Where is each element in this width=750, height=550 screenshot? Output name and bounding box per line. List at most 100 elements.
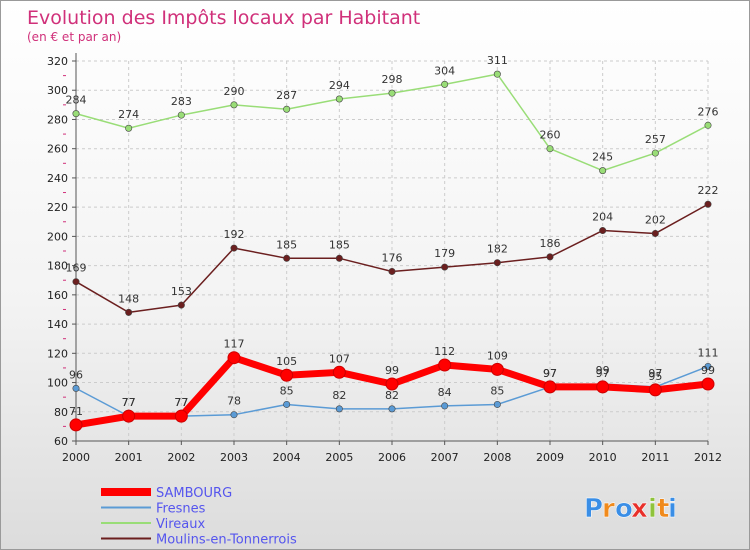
data-point-vireaux [493,70,501,78]
data-label-vireaux: 274 [118,108,139,121]
data-label-moulins-en-tonnerrois: 202 [645,213,666,226]
data-label-fresnes: 82 [385,389,399,402]
data-point-vireaux [599,167,607,175]
data-point-fresnes [493,400,501,408]
data-label-fresnes: 78 [227,395,241,408]
data-point-moulins-en-tonnerrois [388,267,396,275]
y-tick-label: 220 [47,201,68,214]
data-label-sambourg: 71 [69,405,83,418]
y-tick-label: 200 [47,230,68,243]
data-point-fresnes [230,411,238,419]
data-point-sambourg [122,409,136,423]
y-tick-label: 300 [47,84,68,97]
data-label-fresnes: 97 [543,367,557,380]
data-point-vireaux [125,124,133,132]
data-point-sambourg [227,351,241,365]
data-label-sambourg: 77 [174,396,188,409]
data-label-moulins-en-tonnerrois: 192 [224,228,245,241]
data-label-moulins-en-tonnerrois: 169 [66,262,87,275]
legend-label-sambourg: SAMBOURG [156,486,232,501]
y-tick-label: 100 [47,377,68,390]
logo-letter: i [668,494,677,524]
y-tick-label: 80 [54,406,68,419]
logo-letter: o [615,494,633,524]
data-label-fresnes: 82 [332,389,346,402]
x-tick-label: 2010 [589,451,617,464]
data-label-sambourg: 117 [224,338,245,351]
data-point-moulins-en-tonnerrois [335,254,343,262]
y-tick-label: 120 [47,347,68,360]
x-tick-label: 2008 [483,451,511,464]
data-label-moulins-en-tonnerrois: 185 [276,238,297,251]
y-tick-label: 260 [47,143,68,156]
data-point-vireaux [177,111,185,119]
data-label-fresnes: 84 [438,386,452,399]
data-label-vireaux: 290 [224,85,245,98]
data-point-sambourg [490,362,504,376]
logo-letter: i [648,494,657,524]
y-tick-label: 280 [47,113,68,126]
data-label-sambourg: 109 [487,349,508,362]
data-label-moulins-en-tonnerrois: 204 [592,211,613,224]
data-label-moulins-en-tonnerrois: 222 [698,184,719,197]
data-label-fresnes: 99 [596,364,610,377]
data-label-sambourg: 97 [543,367,557,380]
data-point-fresnes [335,405,343,413]
data-point-fresnes [388,405,396,413]
data-point-sambourg [174,409,188,423]
data-label-moulins-en-tonnerrois: 153 [171,285,192,298]
data-label-fresnes: 111 [698,346,719,359]
data-point-vireaux [388,89,396,97]
legend-label-moulins-en-tonnerrois: Moulins-en-Tonnerrois [156,533,297,548]
data-point-moulins-en-tonnerrois [177,301,185,309]
logo-letter: x [631,494,648,524]
x-tick-label: 2009 [536,451,564,464]
data-point-vireaux [72,110,80,118]
logo-letter: P [584,494,603,524]
data-point-sambourg [280,368,294,382]
data-label-vireaux: 283 [171,95,192,108]
data-point-vireaux [651,149,659,157]
data-label-vireaux: 284 [66,94,87,107]
data-label-moulins-en-tonnerrois: 182 [487,243,508,256]
data-label-sambourg: 77 [122,396,136,409]
x-tick-label: 2007 [431,451,459,464]
data-point-moulins-en-tonnerrois [72,278,80,286]
data-label-sambourg: 99 [701,364,715,377]
data-point-sambourg [648,383,662,397]
chart-title: Evolution des Impôts locaux par Habitant [27,7,420,29]
data-label-vireaux: 287 [276,89,297,102]
legend: SAMBOURGFresnesVireauxMoulins-en-Tonnerr… [101,486,297,548]
data-point-vireaux [335,95,343,103]
data-label-sambourg: 107 [329,352,350,365]
axes: 60 80 100 120 140 160 180 200 220 240 260 280 300 320… [47,53,722,464]
data-label-vireaux: 304 [434,64,455,77]
data-point-sambourg [332,365,346,379]
x-tick-label: 2006 [378,451,406,464]
data-label-vireaux: 245 [592,151,613,164]
data-point-sambourg [543,380,557,394]
data-label-fresnes: 96 [69,368,83,381]
data-label-fresnes: 85 [280,384,294,397]
data-label-sambourg: 112 [434,345,455,358]
data-point-moulins-en-tonnerrois [546,253,554,261]
data-point-vireaux [441,80,449,88]
y-tick-label: 60 [54,435,68,448]
data-point-vireaux [230,101,238,109]
chart-subtitle: (en € et par an) [27,30,121,44]
x-tick-label: 2005 [325,451,353,464]
data-label-moulins-en-tonnerrois: 179 [434,247,455,260]
data-label-vireaux: 276 [698,105,719,118]
data-point-moulins-en-tonnerrois [599,227,607,235]
data-point-sambourg [701,377,715,391]
data-point-moulins-en-tonnerrois [651,229,659,237]
x-tick-label: 2001 [115,451,143,464]
x-tick-label: 2000 [62,451,90,464]
data-label-vireaux: 311 [487,54,508,67]
x-tick-label: 2011 [641,451,669,464]
data-label-sambourg: 105 [276,355,297,368]
data-label-vireaux: 294 [329,79,350,92]
data-label-sambourg: 97 [596,367,610,380]
